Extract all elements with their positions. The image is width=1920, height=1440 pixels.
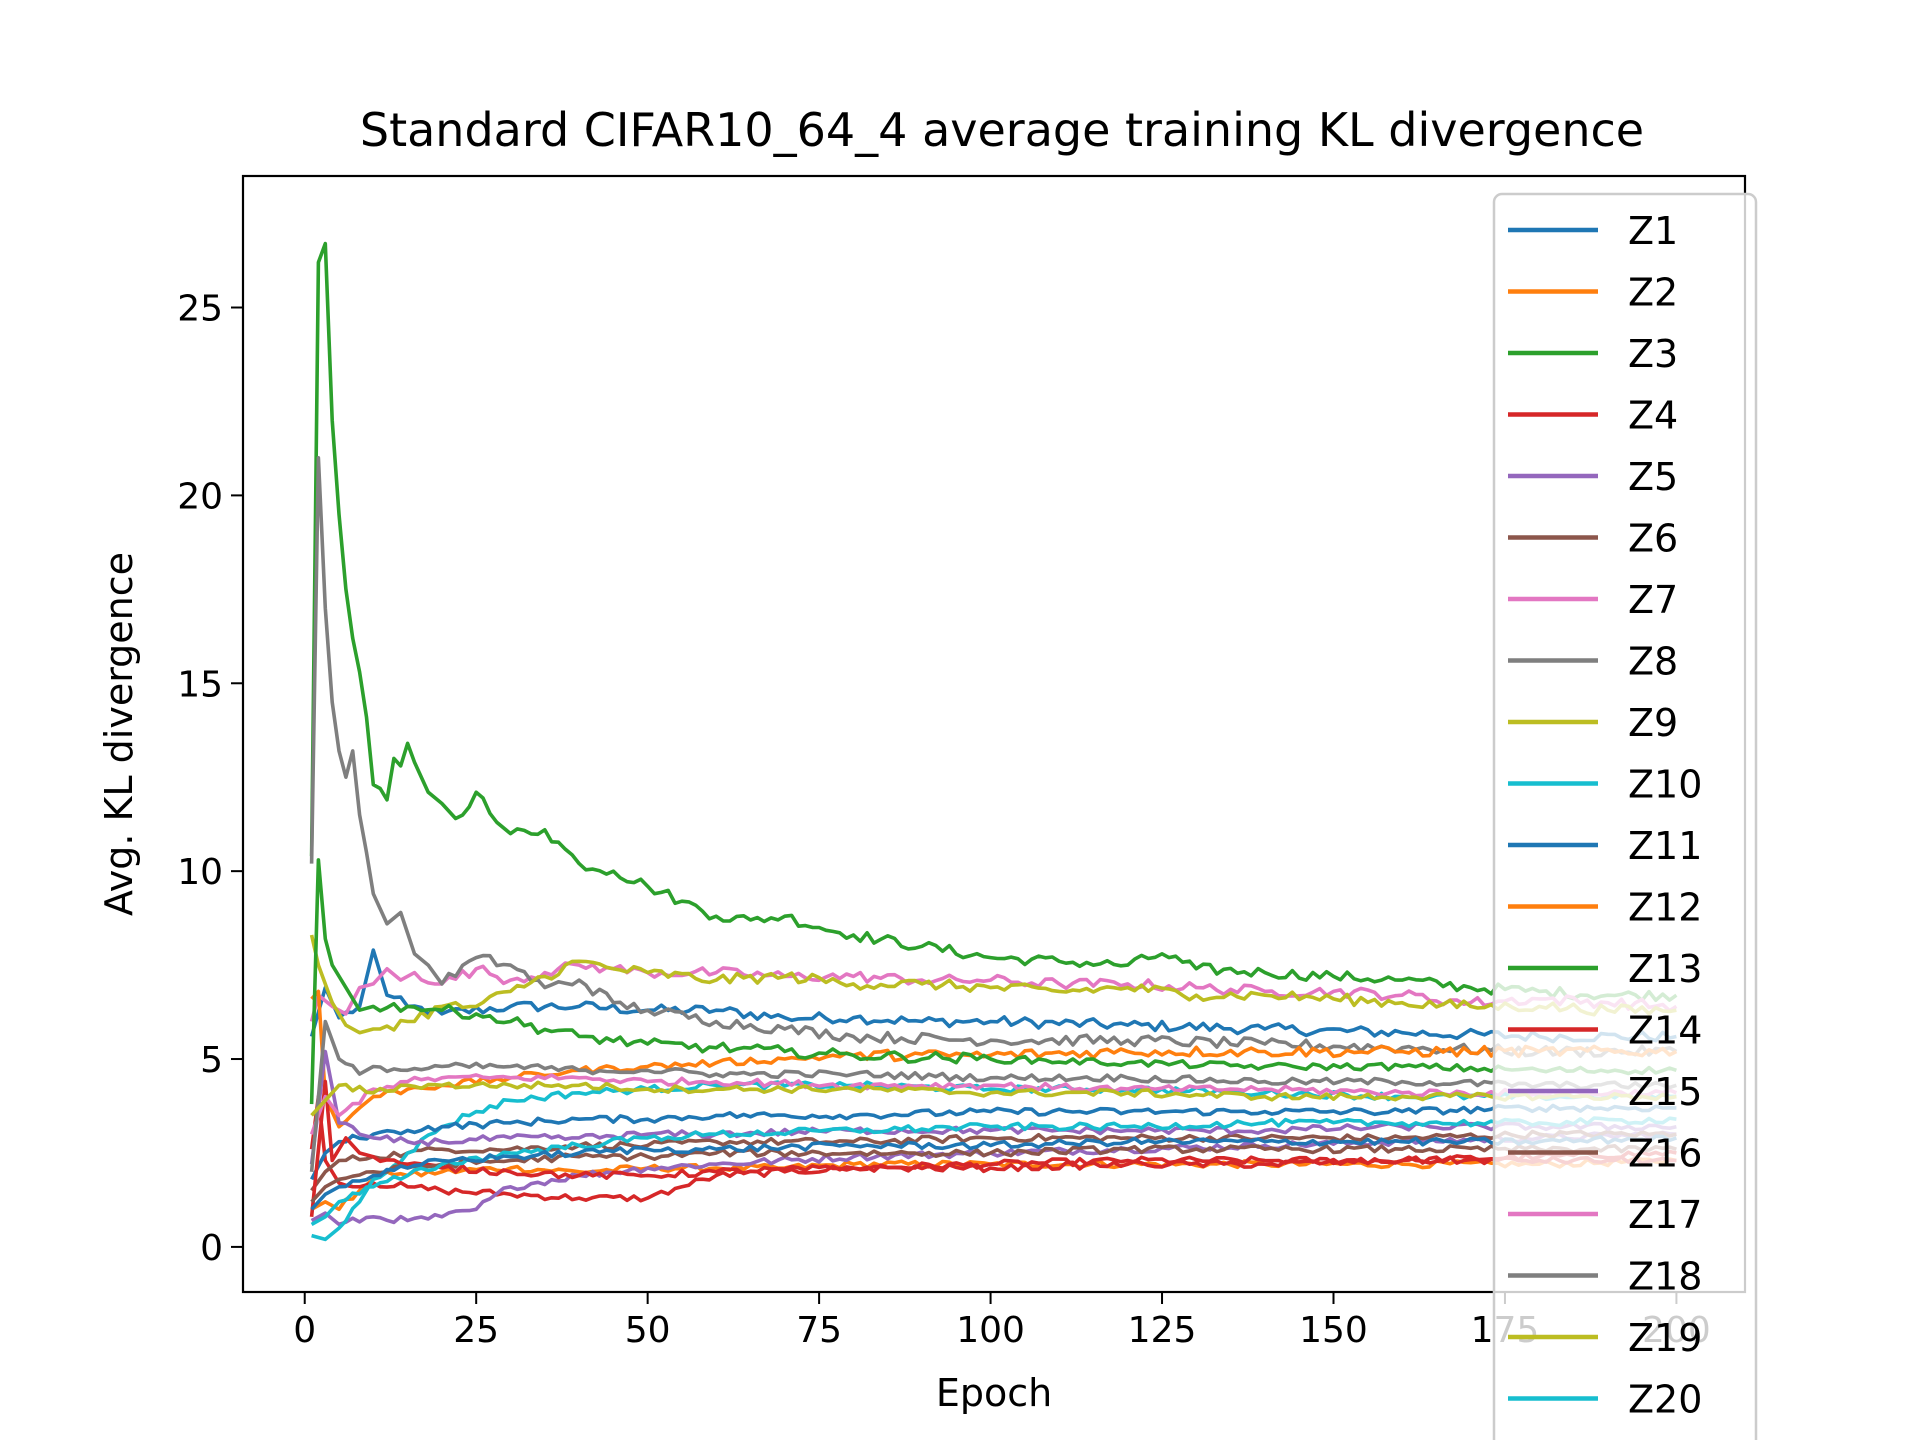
- x-axis-ticks: 0255075100125150175200: [293, 1292, 1711, 1351]
- y-axis-label: Avg. KL divergence: [97, 552, 141, 916]
- legend-label: Z6: [1628, 517, 1678, 561]
- x-tick-label: 150: [1299, 1310, 1368, 1351]
- series-line-z6: [310, 1129, 1677, 1192]
- series-line-z18: [309, 1019, 1677, 1172]
- y-tick-label: 25: [177, 289, 223, 330]
- series-line-z20: [310, 1116, 1677, 1226]
- chart-title: Standard CIFAR10_64_4 average training K…: [360, 103, 1644, 157]
- series-line-z9: [309, 934, 1677, 1035]
- series-line-z21: [310, 1134, 1677, 1211]
- legend-label: Z5: [1628, 455, 1678, 499]
- y-tick-label: 5: [200, 1040, 223, 1081]
- legend-label: Z12: [1628, 886, 1702, 930]
- series-line-z7: [309, 961, 1678, 1022]
- legend-box: [1492, 192, 1758, 1440]
- legend-label: Z17: [1628, 1193, 1702, 1237]
- x-axis-label: Epoch: [936, 1371, 1052, 1415]
- y-tick-label: 15: [177, 664, 223, 705]
- series-line-z5: [310, 1130, 1677, 1227]
- legend-label: Z1: [1628, 209, 1678, 253]
- x-tick-label: 125: [1128, 1310, 1197, 1351]
- legend-label: Z9: [1628, 701, 1678, 745]
- legend-label: Z13: [1628, 947, 1702, 991]
- legend-label: Z19: [1628, 1316, 1702, 1360]
- series-line-z3: [309, 241, 1678, 1003]
- y-tick-label: 10: [177, 852, 223, 893]
- legend-label: Z4: [1628, 394, 1678, 438]
- y-tick-label: 20: [177, 476, 223, 517]
- x-tick-label: 75: [796, 1310, 842, 1351]
- legend-label: Z16: [1628, 1132, 1702, 1176]
- series-line-z11: [310, 1103, 1677, 1181]
- legend-label: Z10: [1628, 763, 1702, 807]
- series-line-z19: [310, 1080, 1677, 1117]
- legend-label: Z7: [1628, 578, 1678, 622]
- x-tick-label: 0: [293, 1310, 316, 1351]
- series-line-z16: [310, 1144, 1677, 1204]
- x-tick-label: 25: [453, 1310, 499, 1351]
- legend-label: Z11: [1628, 824, 1702, 868]
- x-tick-label: 50: [625, 1310, 671, 1351]
- legend-label: Z3: [1628, 332, 1678, 376]
- legend-label: Z15: [1628, 1070, 1702, 1114]
- legend-label: Z2: [1628, 271, 1678, 315]
- legend-label: Z14: [1628, 1009, 1702, 1053]
- plot-lines: [309, 241, 1678, 1242]
- x-tick-label: 100: [956, 1310, 1025, 1351]
- series-line-z1: [309, 948, 1677, 1044]
- y-tick-label: 0: [200, 1228, 223, 1269]
- legend-label: Z18: [1628, 1255, 1702, 1299]
- series-line-z13: [309, 858, 1677, 1105]
- series-line-z14: [309, 1079, 1677, 1217]
- legend-label: Z8: [1628, 640, 1678, 684]
- series-line-z8: [309, 456, 1678, 1058]
- y-axis-ticks: 0 5 10 15 20 25: [177, 289, 243, 1269]
- legend-label: Z20: [1628, 1378, 1702, 1422]
- legend: Z1 Z2 Z3 Z4 Z5 Z6 Z7 Z8 Z9 Z10 Z11 Z12 Z13 Z14 Z15 Z16 Z…: [1492, 192, 1758, 1440]
